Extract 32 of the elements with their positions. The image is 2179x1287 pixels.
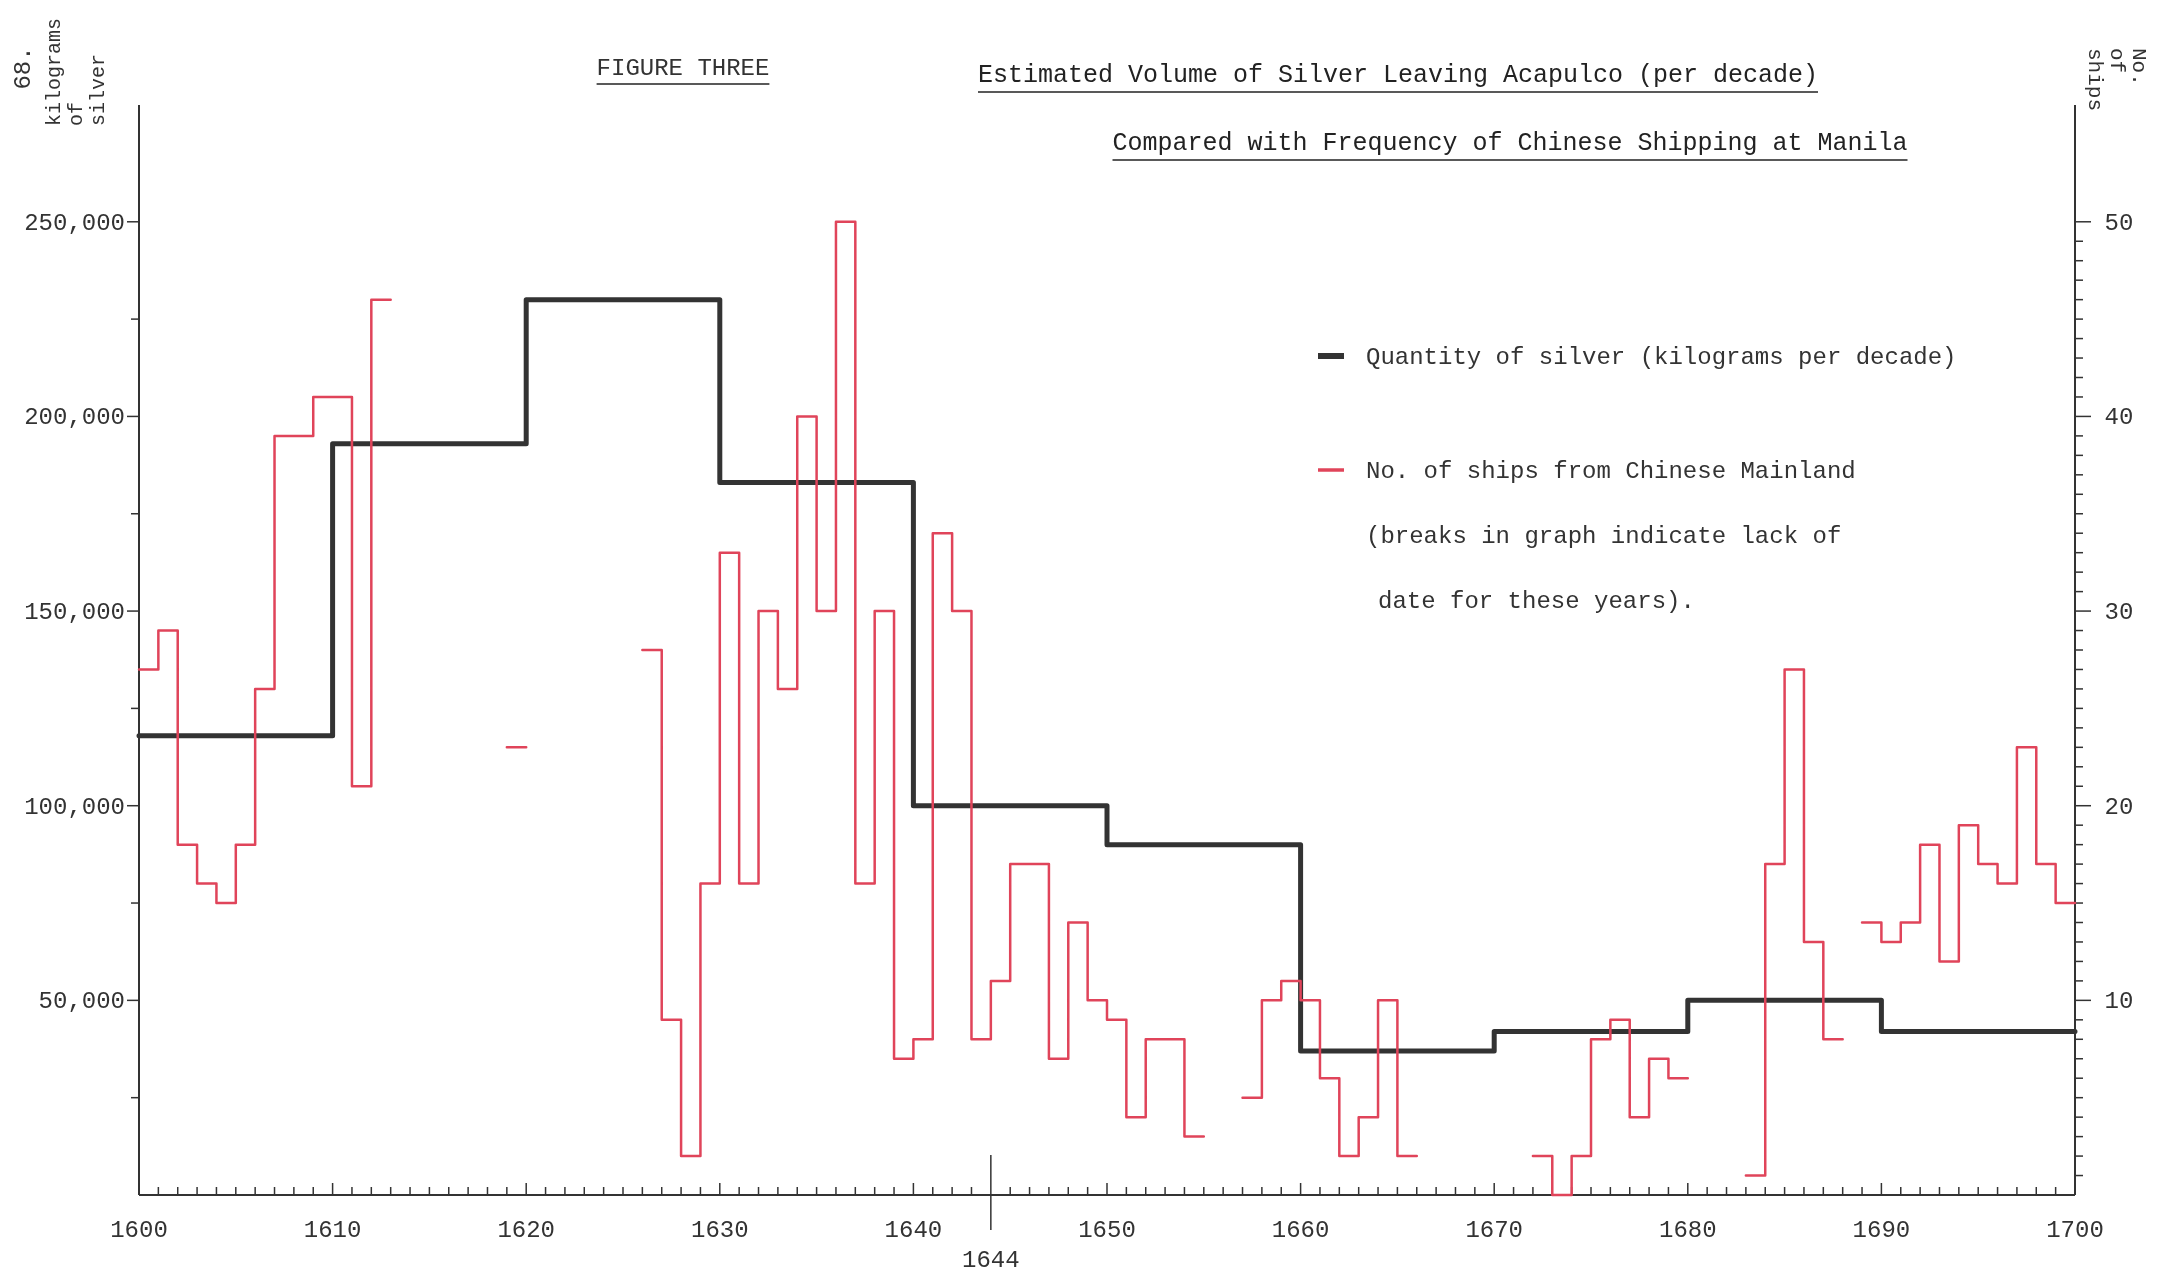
x-tick-label: 1630 [691,1217,749,1244]
y2-tick-label: 40 [2104,404,2134,432]
x-tick-label: 1680 [1659,1217,1717,1244]
legend-label: Quantity of silver (kilograms per decade) [1366,344,1957,371]
y2-axis-title: No. of ships [2083,48,2150,112]
text: 68. [10,46,37,90]
annotation: date for these years). [1378,588,1695,615]
x-tick-label: 1650 [1078,1217,1136,1244]
y2-tick-label: 20 [2104,793,2134,821]
y-tick-label: 50,000 [38,988,125,1016]
x-tick-label: 1620 [497,1217,555,1244]
x-tick-label: 1690 [1852,1217,1911,1244]
y2-tick-label: 10 [2104,988,2134,1016]
chart-title: Estimated Volume of Silver Leaving Acapulco (per decade) [977,61,1819,90]
y-tick-label: 200,000 [24,404,125,432]
x-tick-label: 1670 [1465,1217,1523,1244]
x-tick-label: 1660 [1271,1217,1330,1244]
x-tick-label: 1600 [110,1217,168,1244]
y-tick-label: 100,000 [24,793,125,821]
legend-label: No. of ships from Chinese Mainland [1366,458,1856,485]
x-tick-label: 1610 [303,1217,362,1244]
y-axis-title: kilograms of silver [43,17,110,126]
x-tick-label: 1640 [884,1217,943,1244]
text: FIGURE THREE [596,55,770,82]
y2-tick-label: 50 [2104,209,2134,237]
y-tick-label: 150,000 [24,599,125,627]
y2-tick-label: 30 [2104,599,2134,627]
annotation: (breaks in graph indicate lack of [1366,523,1842,550]
y-tick-label: 250,000 [24,209,125,237]
ref-line-label: 1644 [962,1247,1020,1274]
x-tick-label: 1700 [2046,1217,2104,1244]
text: Compared with Frequency of Chinese Shipping at Manila [1112,129,1908,158]
